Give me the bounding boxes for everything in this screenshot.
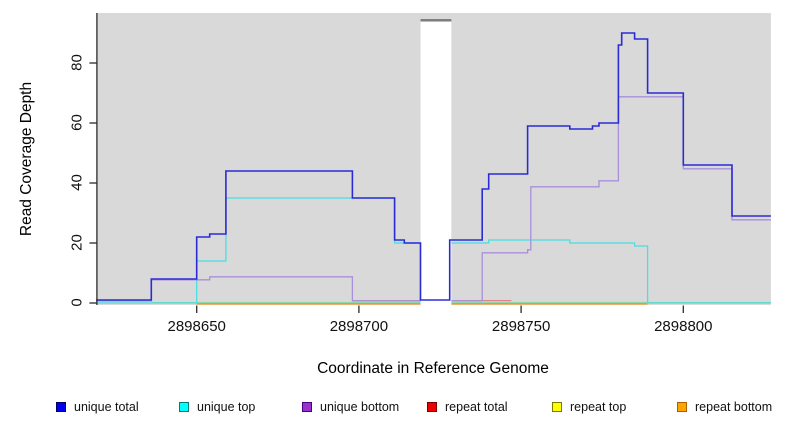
legend-swatch-icon: [552, 402, 562, 412]
legend-label: unique top: [197, 400, 256, 414]
legend-label: repeat bottom: [695, 400, 773, 414]
y-tick-label: 40: [68, 174, 86, 191]
y-tick-label: 20: [68, 234, 86, 251]
legend-swatch-icon: [302, 402, 312, 412]
legend-swatch-icon: [179, 402, 189, 412]
y-tick-label: 80: [68, 54, 86, 71]
legend-label: unique total: [74, 400, 139, 414]
legend-label: unique bottom: [320, 400, 400, 414]
legend-item-unique-top: unique top: [179, 400, 255, 414]
legend-item-unique-total: unique total: [56, 400, 139, 414]
legend-item-repeat-bottom: repeat bottom: [677, 400, 772, 414]
legend-item-unique-bottom: unique bottom: [302, 400, 399, 414]
legend-item-repeat-total: repeat total: [427, 400, 508, 414]
y-axis-label: Read Coverage Depth: [18, 81, 35, 237]
x-axis-label: Coordinate in Reference Genome: [317, 360, 549, 377]
legend-label: repeat top: [570, 400, 627, 414]
legend-swatch-icon: [677, 402, 687, 412]
legend-item-repeat-top: repeat top: [552, 400, 626, 414]
gap-band: [420, 21, 452, 305]
x-tick-label: 2898800: [654, 318, 713, 335]
x-tick-label: 2898750: [491, 318, 551, 335]
gap-band-top-edge: [420, 19, 452, 22]
x-tick-label: 2898700: [329, 318, 389, 335]
x-tick-label: 2898650: [167, 318, 226, 335]
legend-swatch-icon: [427, 402, 437, 412]
series-unique-total: [96, 32, 771, 301]
y-tick-label: 60: [68, 114, 86, 131]
y-tick-label: 0: [68, 298, 86, 307]
legend-label: repeat total: [445, 400, 508, 414]
legend-swatch-icon: [56, 402, 66, 412]
